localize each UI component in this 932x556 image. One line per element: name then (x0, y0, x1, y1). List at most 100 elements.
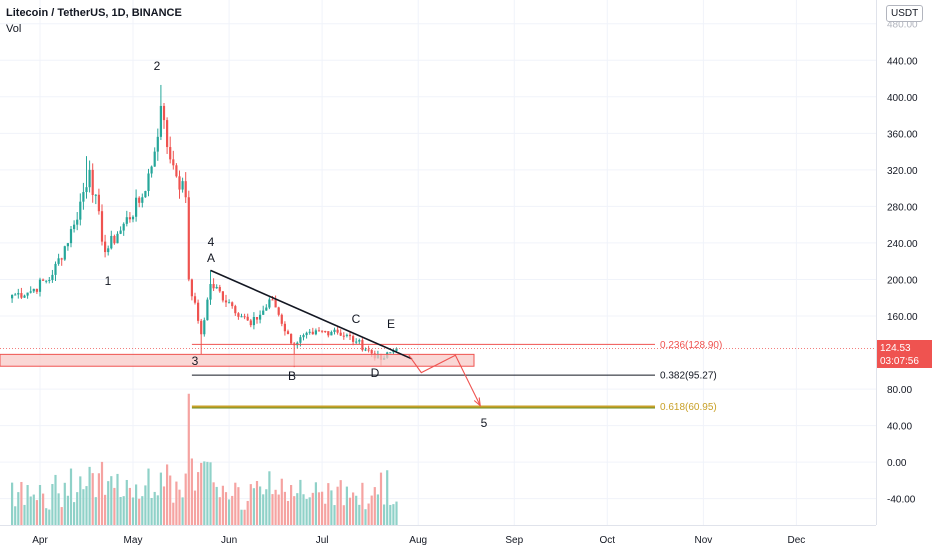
volume-bar (355, 495, 358, 525)
candle-body (330, 331, 333, 336)
wave-label-1: 1 (105, 274, 112, 288)
candle-body (215, 287, 218, 289)
candle-body (107, 248, 110, 253)
candle-body (69, 229, 73, 244)
volume-bar (218, 497, 221, 525)
price-axis-label: 320.00 (887, 166, 918, 177)
volume-bar (364, 509, 367, 525)
volume-bar (119, 496, 122, 525)
volume-bar (76, 492, 79, 525)
candles (11, 84, 398, 368)
volume-bar (283, 491, 286, 525)
candle-body (119, 230, 122, 234)
wave-label-4: 4 (208, 235, 215, 249)
volume-bar (107, 481, 110, 525)
volume-bar (172, 502, 175, 525)
volume-bar (29, 496, 32, 525)
volume-bar (190, 458, 193, 525)
candle-body (181, 181, 184, 190)
candle-body (218, 287, 221, 292)
candle-body (76, 219, 79, 225)
price-chart-svg[interactable]: 0.236(128.90) 0.382(95.27) 0.618(60.95) 1 2 3… (0, 0, 876, 525)
candle-body (299, 337, 302, 343)
volume-bar (255, 480, 259, 525)
volume-bar (57, 493, 60, 525)
volume-bar (302, 494, 305, 525)
volume-bar (395, 501, 398, 525)
volume-bar (144, 485, 147, 525)
candle-body (35, 288, 38, 292)
volume-indicator-label[interactable]: Vol (6, 23, 22, 35)
candle-body (166, 120, 169, 148)
candle-body (274, 299, 277, 308)
volume-bar (333, 505, 336, 525)
candle-body (364, 349, 367, 351)
volume-bar (32, 494, 35, 525)
volume-bar (122, 496, 125, 525)
candle-body (73, 224, 76, 230)
candle-body (38, 279, 42, 292)
candle-body (63, 246, 66, 260)
candle-body (29, 291, 32, 293)
candle-body (190, 279, 193, 297)
volume-bar (290, 485, 293, 525)
volume-bar (166, 464, 169, 525)
candle-body (26, 292, 29, 296)
volume-bar (324, 503, 327, 525)
candle-body (193, 296, 197, 303)
candle-body (79, 201, 82, 220)
candle-body (135, 197, 138, 217)
price-axis[interactable]: 480.00 440.00 400.00 360.00 320.00 280.00 240.… (876, 0, 932, 525)
chart-area[interactable]: 0.236(128.90) 0.382(95.27) 0.618(60.95) 1 2 3… (0, 0, 876, 525)
price-axis-label: 360.00 (887, 129, 918, 140)
volume-bar (348, 497, 352, 525)
volume-bar (26, 485, 29, 525)
fib-label: 0.236(128.90) (660, 340, 722, 351)
volume-bar (277, 494, 280, 525)
volume-bar (308, 497, 311, 525)
candle-body (200, 320, 203, 335)
price-axis-label: 400.00 (887, 93, 918, 104)
candle-body (110, 235, 113, 249)
candle-body (23, 295, 26, 298)
candle-body (314, 330, 317, 335)
volume-bar (17, 492, 20, 525)
volume-bar (274, 489, 277, 525)
candle-body (224, 300, 228, 303)
volume-bar (45, 508, 48, 525)
volume-bar (386, 470, 389, 525)
currency-badge[interactable]: USDT (886, 5, 924, 22)
volume-bar (147, 468, 150, 525)
candle-body (283, 323, 286, 332)
candle-body (60, 258, 63, 260)
candle-body (327, 331, 330, 336)
candle-body (212, 284, 215, 289)
candle-body (252, 316, 255, 326)
candle-body (20, 293, 23, 298)
candle-body (122, 223, 125, 231)
volume-bar (79, 476, 82, 525)
candle-body (262, 310, 265, 315)
candle-body (82, 192, 85, 202)
volume-bar (330, 490, 333, 525)
volume-bar (389, 504, 392, 525)
volume-bar (113, 487, 116, 525)
volume-bar (234, 482, 237, 525)
volume-bar (156, 495, 159, 525)
candle-body (88, 169, 91, 188)
volume-bar (175, 481, 178, 525)
volume-bar (11, 482, 14, 525)
candle-body (57, 258, 60, 264)
candle-body (94, 194, 97, 196)
fib-label: 0.618(60.95) (660, 402, 717, 413)
candle-body (42, 279, 45, 281)
gridlines (0, 0, 876, 525)
candle-body (348, 334, 352, 337)
candle-body (237, 313, 240, 317)
volume-bar (178, 489, 181, 525)
candle-body (321, 330, 324, 332)
candle-body (308, 331, 311, 333)
volume-bar (209, 462, 212, 525)
time-axis[interactable]: Apr May Jun Jul Aug Sep Oct Nov Dec (0, 525, 876, 551)
candle-body (138, 197, 141, 203)
